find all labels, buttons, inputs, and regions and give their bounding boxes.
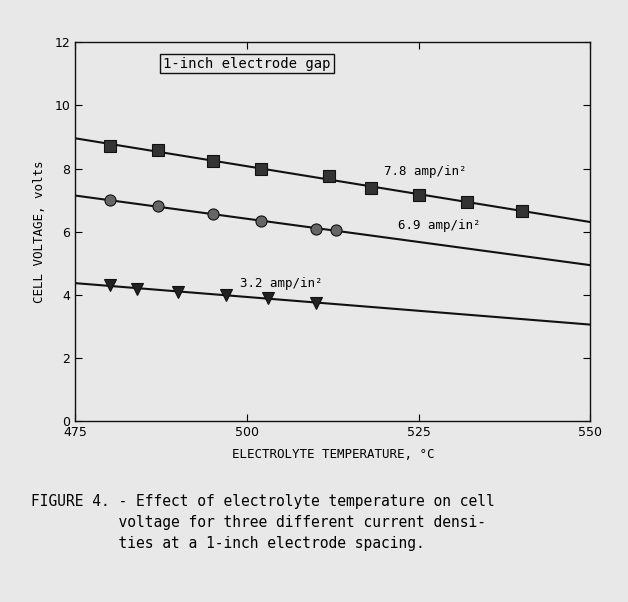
Text: FIGURE 4. - Effect of electrolyte temperature on cell
          voltage for thre: FIGURE 4. - Effect of electrolyte temper… — [31, 494, 495, 551]
Text: 6.9 amp/in²: 6.9 amp/in² — [398, 219, 480, 232]
X-axis label: ELECTROLYTE TEMPERATURE, °C: ELECTROLYTE TEMPERATURE, °C — [232, 448, 434, 461]
Y-axis label: CELL VOLTAGE, volts: CELL VOLTAGE, volts — [33, 161, 46, 303]
Text: 7.8 amp/in²: 7.8 amp/in² — [384, 165, 467, 178]
Text: 3.2 amp/in²: 3.2 amp/in² — [240, 278, 323, 290]
Text: 1-inch electrode gap: 1-inch electrode gap — [163, 57, 331, 70]
